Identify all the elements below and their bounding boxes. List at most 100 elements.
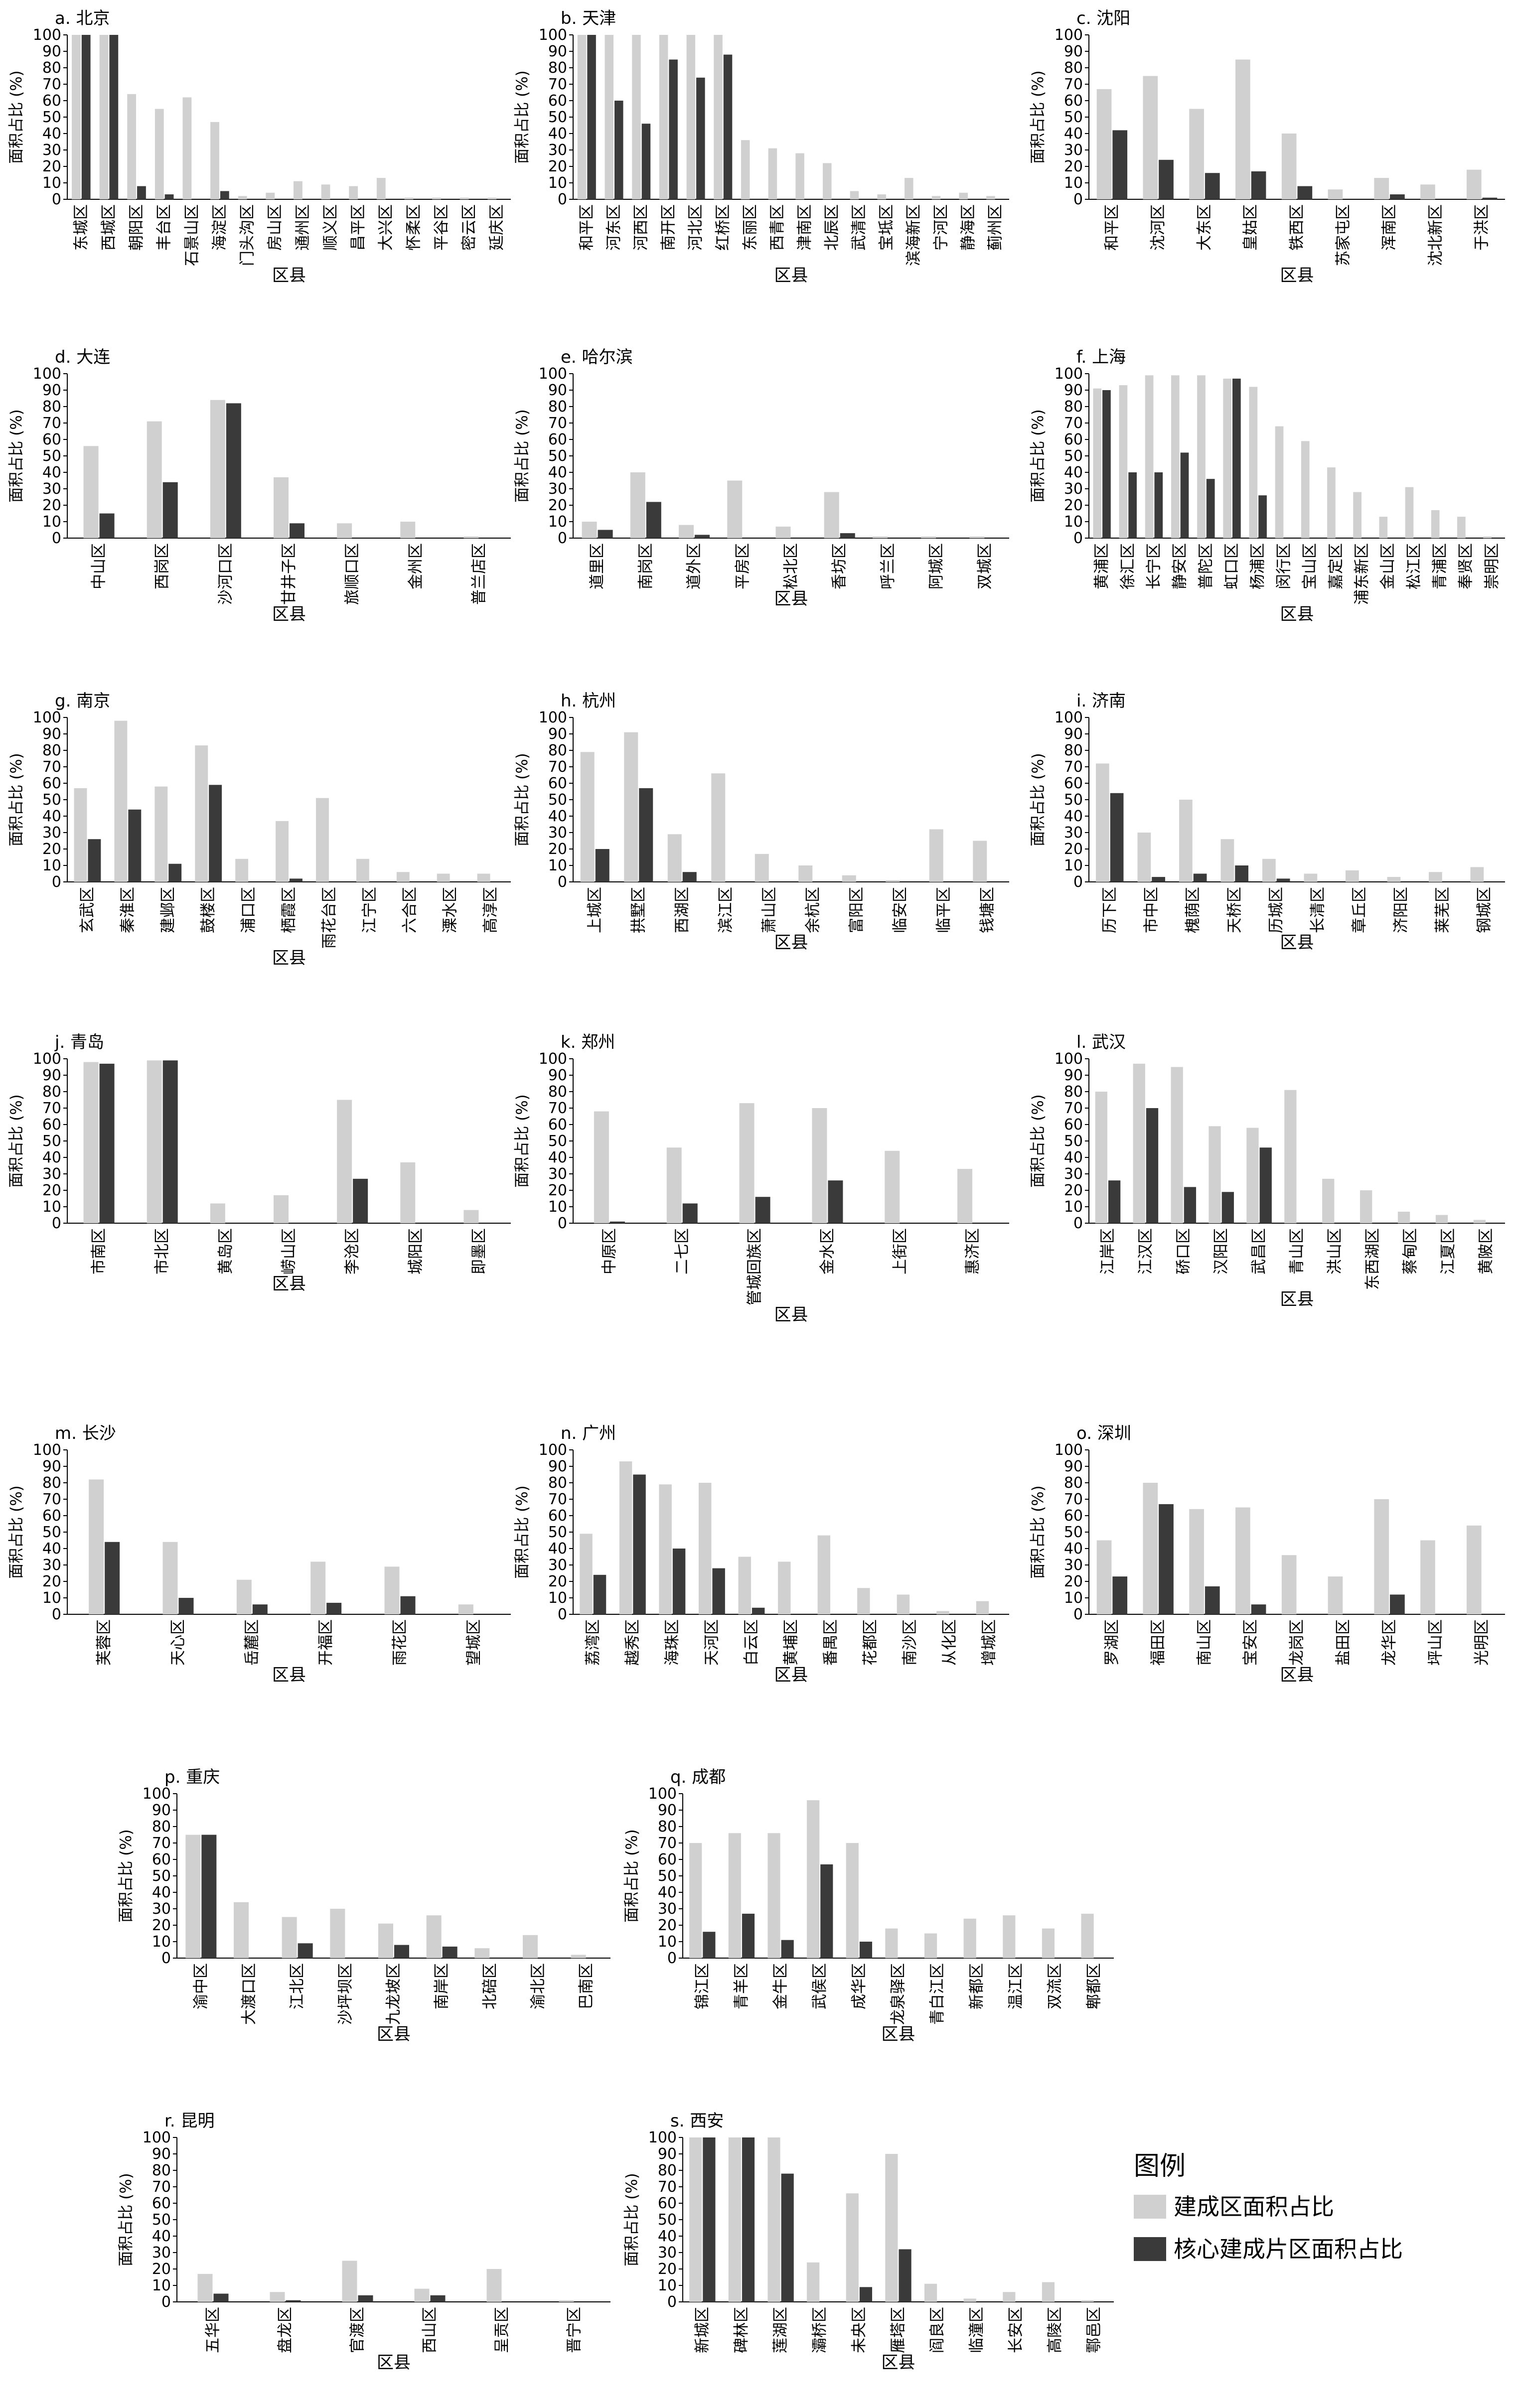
- bar-built: [1235, 1507, 1250, 1614]
- bar-built: [812, 1108, 827, 1223]
- bar-core: [742, 2137, 755, 2302]
- y-tick-label: 70: [658, 2178, 677, 2196]
- bar-built: [342, 2261, 357, 2302]
- category-label: 沈北新区: [1427, 204, 1445, 266]
- bar-built: [1119, 385, 1128, 538]
- bar-built: [969, 536, 985, 538]
- y-tick-label: 50: [1064, 1133, 1083, 1150]
- category-label: 碑林区: [733, 2307, 751, 2353]
- category-label: 平谷区: [433, 204, 451, 251]
- category-label: 江夏区: [1439, 1228, 1457, 1275]
- bar-core: [1110, 793, 1124, 882]
- category-label: 天河区: [703, 1619, 721, 1666]
- bar-built: [282, 1917, 297, 1958]
- bar-built: [594, 1111, 609, 1223]
- category-label: 朝阳区: [128, 204, 146, 251]
- bar-core: [286, 2300, 301, 2302]
- category-label: 金牛区: [772, 1963, 790, 2009]
- y-tick-label: 10: [1064, 174, 1083, 192]
- bar-built: [294, 181, 303, 199]
- y-tick-label: 10: [548, 857, 567, 874]
- panel-title: p. 重庆: [164, 1767, 220, 1787]
- y-tick-label: 0: [52, 191, 61, 208]
- y-tick-label: 40: [1064, 1149, 1083, 1166]
- y-tick-label: 40: [42, 1149, 61, 1166]
- y-tick-label: 50: [548, 1133, 567, 1150]
- bar-core: [442, 1946, 457, 1958]
- bar-built: [1466, 169, 1482, 199]
- y-tick-label: 20: [658, 1917, 677, 1934]
- bar-built: [147, 1060, 162, 1223]
- category-label: 海珠区: [663, 1619, 681, 1666]
- bar-built: [921, 536, 936, 538]
- y-axis-label: 面积占比 (%): [117, 1829, 135, 1923]
- category-label: 九龙坡区: [385, 1963, 403, 2025]
- bar-core: [1159, 159, 1174, 199]
- category-label: 巴南区: [578, 1963, 596, 2009]
- y-tick-label: 10: [548, 174, 567, 192]
- bar-core: [1205, 1586, 1220, 1614]
- y-axis-label: 面积占比 (%): [623, 1829, 641, 1923]
- y-tick-label: 60: [1064, 92, 1083, 110]
- category-label: 增城区: [980, 1619, 998, 1666]
- bar-built: [1374, 1499, 1389, 1614]
- y-tick-label: 50: [548, 447, 567, 465]
- bar-core: [1108, 1180, 1121, 1223]
- category-label: 道里区: [589, 543, 606, 589]
- y-tick-label: 70: [1064, 415, 1083, 432]
- category-label: 北辰区: [823, 204, 841, 251]
- category-label: 罗湖区: [1103, 1619, 1121, 1666]
- bar-built: [1429, 872, 1442, 882]
- y-tick-label: 80: [1064, 59, 1083, 77]
- bar-core: [226, 403, 241, 538]
- bar-built: [659, 1484, 672, 1614]
- x-axis-label: 区县: [272, 266, 306, 285]
- category-label: 高陵区: [1046, 2307, 1064, 2353]
- bar-core: [614, 101, 623, 199]
- category-label: 宁河区: [932, 204, 950, 251]
- y-tick-label: 30: [658, 1900, 677, 1918]
- bar-core: [358, 2295, 373, 2302]
- bar-built: [767, 2137, 780, 2302]
- bar-core: [1276, 878, 1290, 882]
- bar-core: [633, 1474, 646, 1614]
- category-label: 临潼区: [968, 2307, 986, 2353]
- bar-built: [154, 786, 168, 882]
- category-label: 渝北区: [529, 1963, 547, 2009]
- y-axis-label: 面积占比 (%): [1029, 409, 1047, 503]
- bar-built: [924, 1933, 937, 1958]
- bar-built: [1143, 1483, 1158, 1614]
- category-label: 崇明区: [1483, 543, 1501, 589]
- bar-built: [1003, 2292, 1016, 2302]
- y-tick-label: 100: [33, 1441, 61, 1459]
- y-tick-label: 80: [658, 1818, 677, 1836]
- panel-title: r. 昆明: [164, 2111, 214, 2131]
- bar-core: [672, 1549, 686, 1614]
- x-axis-label: 区县: [377, 2353, 411, 2373]
- category-label: 雨花台区: [320, 887, 338, 949]
- y-axis-label: 面积占比 (%): [117, 2173, 135, 2266]
- category-label: 福田区: [1149, 1619, 1167, 1666]
- category-label: 延庆区: [488, 204, 506, 251]
- bar-core: [88, 839, 101, 882]
- y-tick-label: 0: [52, 1606, 61, 1623]
- y-tick-label: 50: [1064, 1524, 1083, 1541]
- y-tick-label: 90: [1064, 1067, 1083, 1084]
- bar-core: [1251, 171, 1266, 199]
- category-label: 松江区: [1405, 543, 1423, 589]
- bar-built: [432, 197, 441, 199]
- bar-core: [137, 186, 146, 199]
- y-tick-label: 80: [42, 398, 61, 416]
- bar-built: [1137, 833, 1151, 882]
- category-label: 龙岗区: [1288, 1619, 1306, 1666]
- bar-core: [646, 502, 661, 538]
- y-tick-label: 20: [1064, 1573, 1083, 1590]
- category-label: 沙坪坝区: [336, 1963, 354, 2025]
- bar-core: [430, 2295, 446, 2302]
- bar-built: [349, 186, 358, 199]
- y-tick-label: 80: [42, 742, 61, 759]
